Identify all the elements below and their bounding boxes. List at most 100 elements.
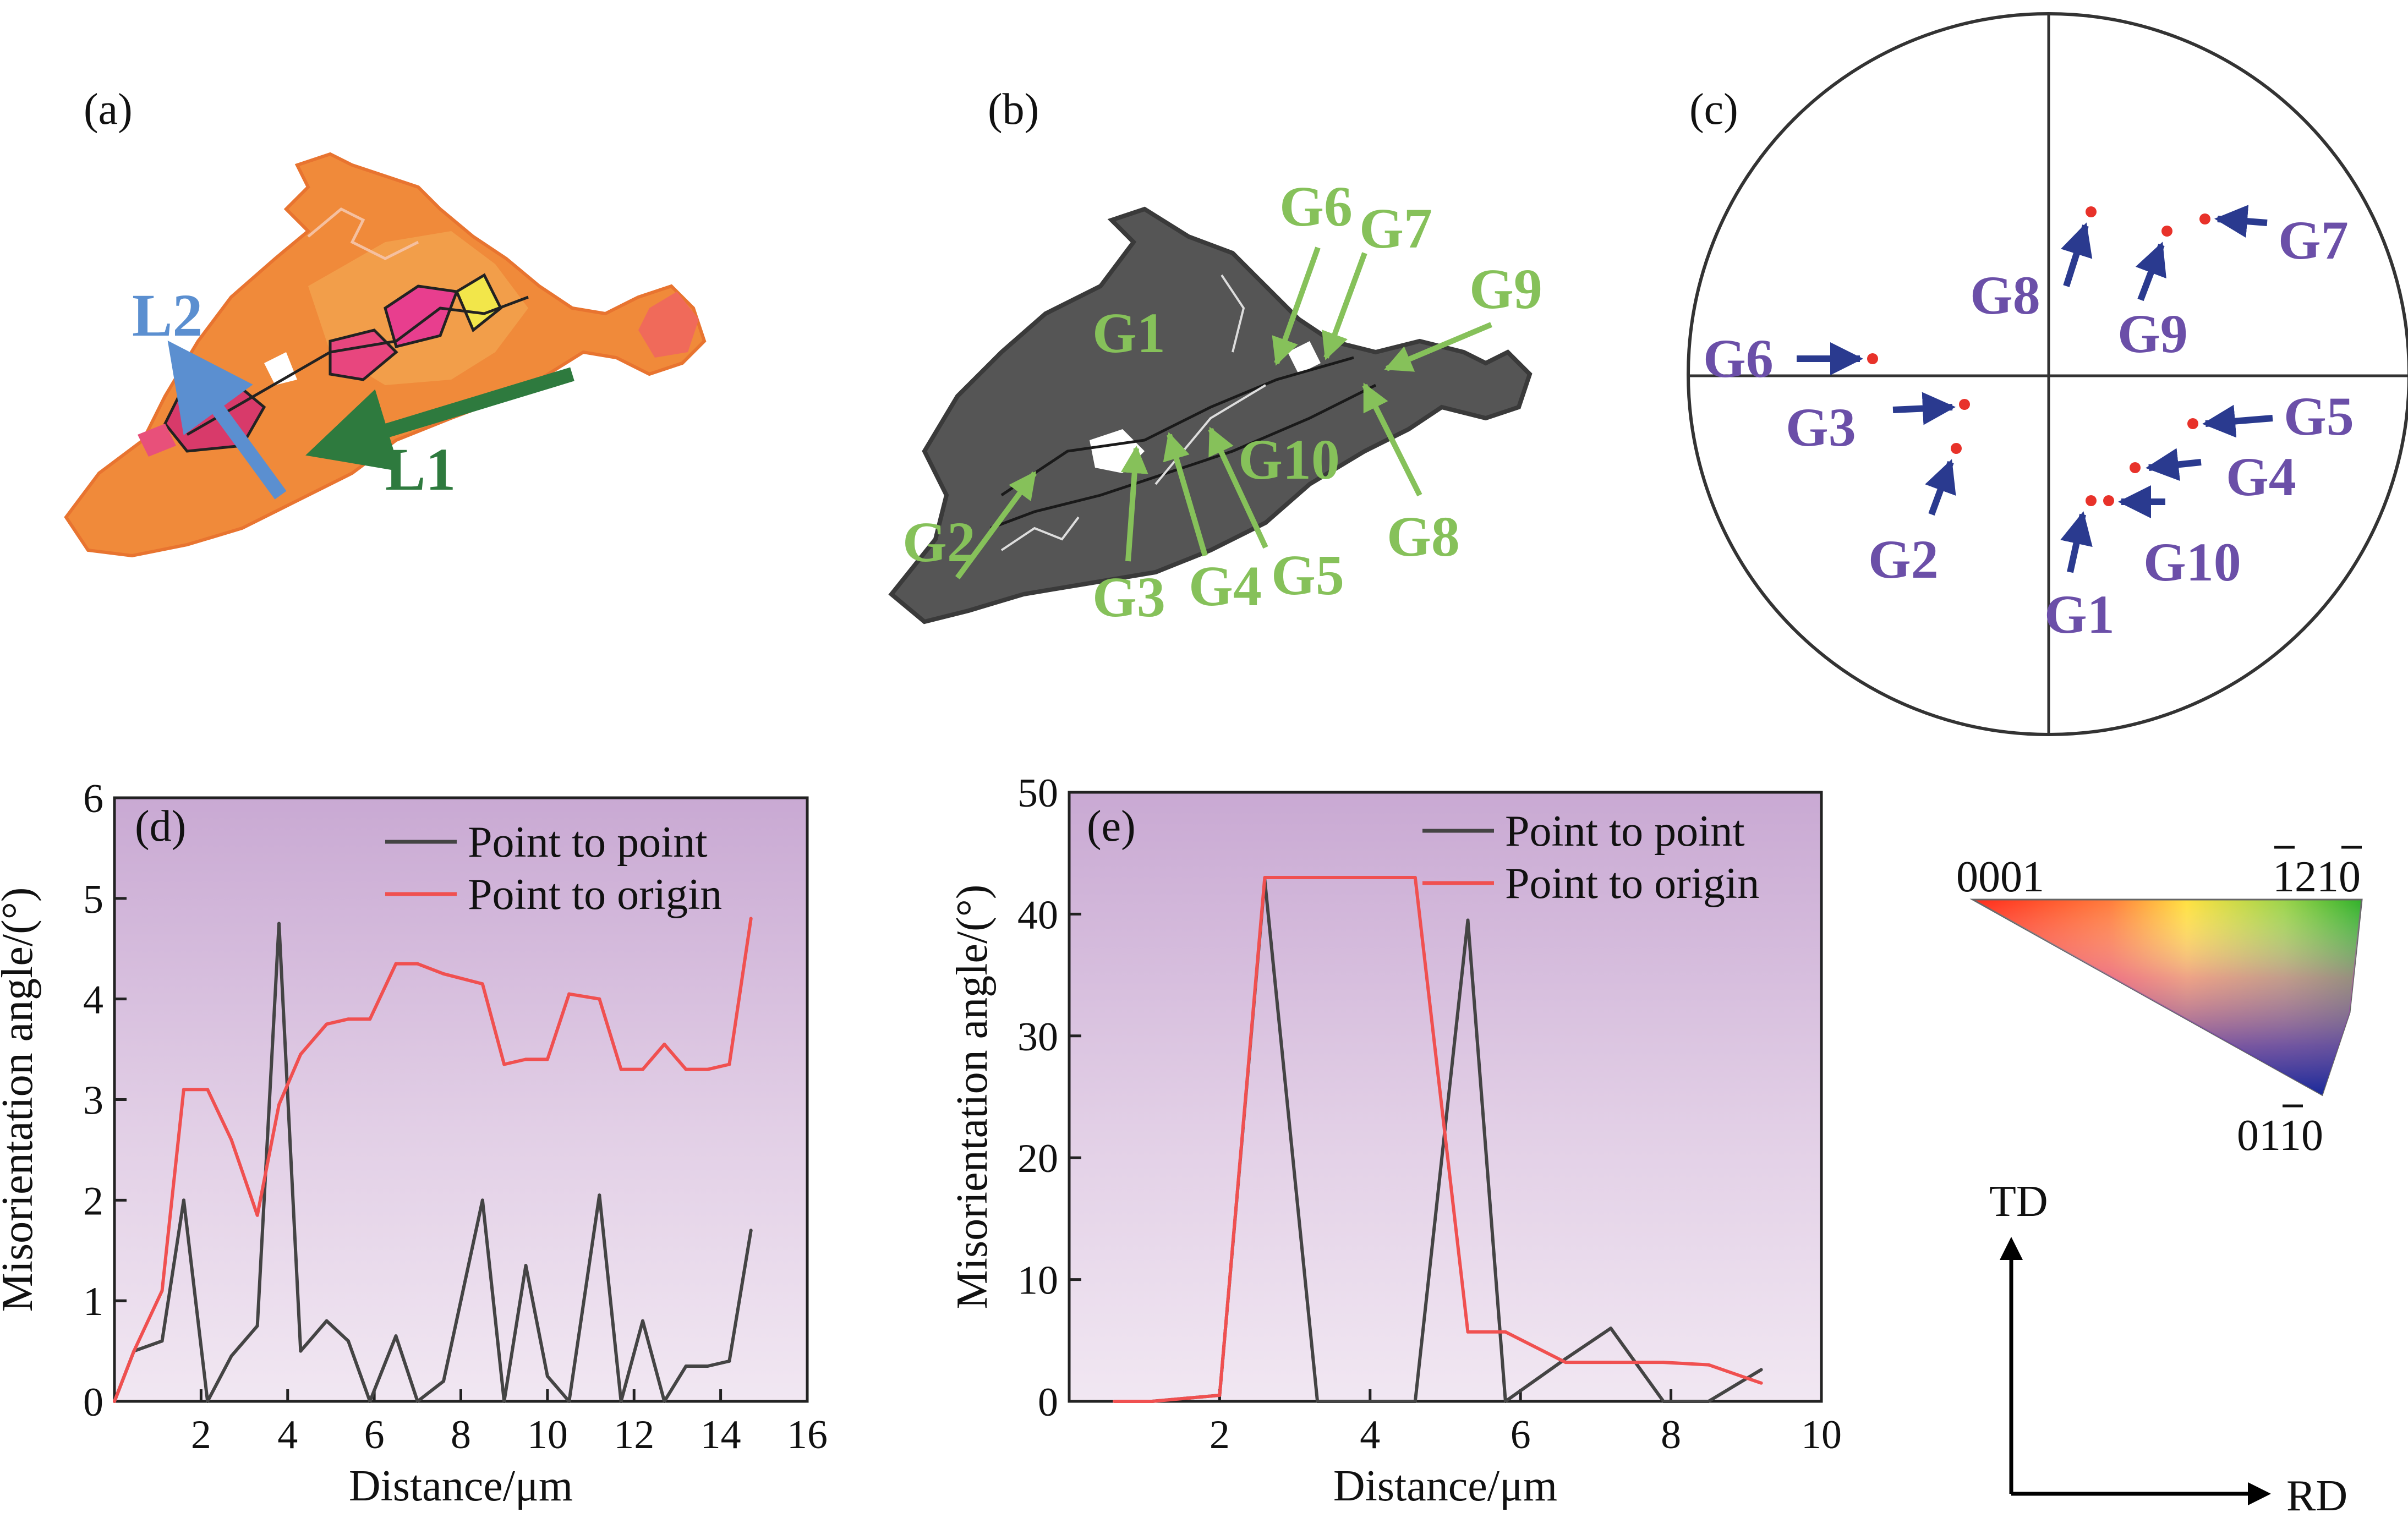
panel-label-e: (e) bbox=[1087, 802, 1136, 851]
y-tick-label: 4 bbox=[83, 978, 103, 1023]
legend-label: Point to point bbox=[1505, 807, 1745, 856]
data-point bbox=[1413, 875, 1417, 879]
legend-label: Point to origin bbox=[1505, 859, 1759, 908]
data-point bbox=[442, 1379, 446, 1383]
line-l1-arrow bbox=[305, 367, 574, 472]
data-point bbox=[1706, 1400, 1710, 1403]
data-point bbox=[325, 1319, 329, 1323]
data-point bbox=[727, 1359, 731, 1363]
panel-label-d: (d) bbox=[135, 802, 186, 851]
y-tick-label: 5 bbox=[83, 877, 103, 922]
data-point bbox=[502, 1400, 506, 1403]
data-point bbox=[113, 1400, 116, 1403]
data-point bbox=[394, 962, 398, 966]
data-point bbox=[502, 1062, 506, 1066]
panel-label-c: (c) bbox=[1689, 85, 1738, 134]
data-point bbox=[415, 1400, 419, 1403]
data-point bbox=[182, 1198, 185, 1202]
data-point bbox=[394, 1334, 398, 1338]
x-tick-label: 6 bbox=[364, 1412, 385, 1457]
x-tick-label: 4 bbox=[277, 1412, 298, 1457]
ipf-color-key: 0001 1210 0110 bbox=[1956, 846, 2363, 1160]
y-axis-title: Misorientation angle/(°) bbox=[0, 887, 42, 1312]
y-tick-label: 3 bbox=[83, 1078, 103, 1124]
data-point bbox=[442, 972, 446, 976]
data-point bbox=[619, 1067, 623, 1071]
orientation-map-a: L2 L1 bbox=[64, 152, 707, 558]
x-axis-title: Distance/μm bbox=[349, 1462, 573, 1510]
data-point bbox=[206, 1088, 210, 1092]
data-point bbox=[1316, 875, 1320, 879]
data-point bbox=[480, 1198, 484, 1202]
data-point bbox=[1661, 1361, 1665, 1364]
y-axis-title: Misorientation angle/(°) bbox=[948, 885, 997, 1309]
grain-label-b-g7: G7 bbox=[1359, 197, 1432, 260]
data-point bbox=[663, 1042, 666, 1046]
data-point bbox=[1316, 1400, 1320, 1403]
series-line-point-to-point bbox=[113, 922, 753, 1403]
grain-label-b-g2: G2 bbox=[902, 511, 976, 574]
y-tick-label: 50 bbox=[1017, 771, 1058, 816]
grain-label-b-g3: G3 bbox=[1092, 566, 1165, 629]
data-point bbox=[1263, 875, 1267, 879]
data-point bbox=[619, 1400, 623, 1403]
data-point bbox=[1150, 1400, 1154, 1403]
pole-point-g5 bbox=[2187, 418, 2198, 429]
data-point bbox=[1706, 1363, 1710, 1367]
grain-label-b-g5: G5 bbox=[1271, 544, 1344, 607]
data-point bbox=[480, 982, 484, 986]
data-point bbox=[415, 962, 419, 966]
grain-label-c-g6: G6 bbox=[1703, 328, 1774, 389]
grain-label-c-g4: G4 bbox=[2226, 446, 2296, 507]
data-point bbox=[368, 1400, 372, 1403]
data-point bbox=[160, 1289, 164, 1292]
ipf-label-1210: 1210 bbox=[2273, 853, 2361, 901]
data-point bbox=[684, 1364, 688, 1368]
x-tick-label: 16 bbox=[787, 1412, 828, 1457]
x-tick-label: 8 bbox=[451, 1412, 471, 1457]
data-point bbox=[132, 1349, 136, 1353]
grain-label-c-g8: G8 bbox=[1970, 265, 2040, 326]
data-point bbox=[325, 1022, 329, 1026]
x-tick-label: 2 bbox=[191, 1412, 211, 1457]
grain-label-c-g5: G5 bbox=[2284, 386, 2354, 447]
data-point bbox=[1564, 1361, 1568, 1364]
sample-axes-key: TD RD bbox=[1989, 1177, 2347, 1520]
data-point bbox=[598, 997, 601, 1001]
x-axis-title: Distance/μm bbox=[1333, 1462, 1557, 1510]
x-tick-label: 8 bbox=[1661, 1412, 1681, 1457]
data-point bbox=[1218, 1393, 1222, 1397]
data-point bbox=[567, 992, 571, 996]
grain-map-b: G1 G2 G3 G4 G5 G6 G7 G8 G9 G10 bbox=[888, 175, 1542, 629]
line-l2-arrow bbox=[167, 341, 287, 500]
data-point bbox=[706, 1364, 710, 1368]
legend-label: Point to point bbox=[468, 818, 708, 867]
data-point bbox=[1413, 1400, 1417, 1403]
data-point bbox=[1609, 1361, 1613, 1364]
x-tick-label: 10 bbox=[527, 1412, 568, 1457]
y-tick-label: 40 bbox=[1017, 892, 1058, 938]
data-point bbox=[346, 1017, 350, 1021]
grain-label-c-g2: G2 bbox=[1868, 529, 1939, 590]
pole-point-g1 bbox=[2086, 495, 2097, 506]
y-tick-label: 30 bbox=[1017, 1015, 1058, 1060]
y-tick-label: 10 bbox=[1017, 1258, 1058, 1303]
chart-e: 0 10 20 30 40 50 2 4 6 8 10 Distance/μm Misorientati… bbox=[948, 771, 1842, 1510]
pole-point-g9 bbox=[2161, 226, 2172, 237]
data-point bbox=[684, 1067, 688, 1071]
pole-figure bbox=[1687, 12, 2408, 736]
data-point bbox=[277, 1103, 281, 1106]
data-point bbox=[706, 1067, 710, 1071]
x-tick-label: 14 bbox=[700, 1412, 741, 1457]
pole-point-g2 bbox=[1951, 443, 1962, 454]
axis-td-label: TD bbox=[1989, 1177, 2048, 1226]
ipf-label-0001: 0001 bbox=[1956, 853, 2044, 901]
y-tick-label: 1 bbox=[83, 1279, 103, 1324]
series-line-point-to-origin bbox=[113, 918, 753, 1402]
data-point bbox=[368, 1017, 372, 1021]
pole-point-g4 bbox=[2130, 462, 2141, 473]
grain-label-c-g9: G9 bbox=[2117, 303, 2188, 364]
panel-c: (c) bbox=[1687, 12, 2408, 736]
data-point bbox=[1466, 1330, 1470, 1334]
